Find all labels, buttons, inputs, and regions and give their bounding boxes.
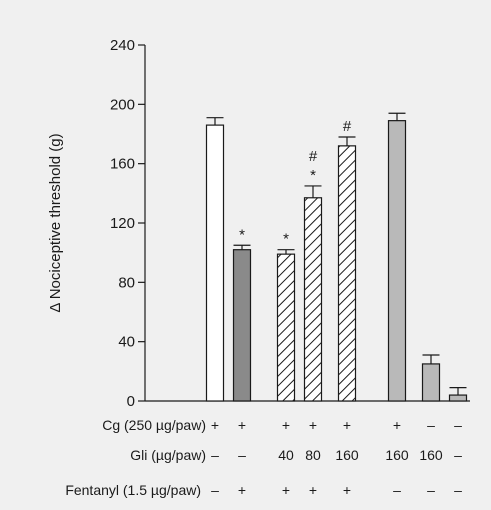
y-tick-label: 40 xyxy=(118,334,135,351)
significance-marker: # xyxy=(343,118,352,135)
bar-group xyxy=(448,387,468,402)
condition-value: – xyxy=(238,447,246,463)
bar-group: *# xyxy=(303,148,323,402)
condition-value: – xyxy=(454,417,462,433)
significance-marker: * xyxy=(310,167,316,184)
condition-value: + xyxy=(238,482,246,498)
significance-marker: * xyxy=(283,231,289,248)
condition-value: – xyxy=(454,447,462,463)
bar-group: # xyxy=(337,118,357,402)
bar-group: * xyxy=(232,226,252,402)
condition-row-label: Fentanyl (1.5 µg/paw) xyxy=(65,482,201,498)
condition-value: + xyxy=(393,417,401,433)
condition-row-label: Cg (250 µg/paw) xyxy=(102,417,206,433)
y-tick-label: 120 xyxy=(110,215,135,232)
condition-value: + xyxy=(309,417,317,433)
bar-group: * xyxy=(276,231,296,402)
condition-value: + xyxy=(343,482,351,498)
condition-value: – xyxy=(427,417,435,433)
bar xyxy=(276,253,296,402)
condition-value: – xyxy=(211,447,219,463)
y-tick-label: 200 xyxy=(110,96,135,113)
bar-group xyxy=(387,112,407,402)
condition-value: – xyxy=(211,482,219,498)
bar xyxy=(337,145,357,402)
condition-value: + xyxy=(238,417,246,433)
significance-marker: * xyxy=(239,226,245,243)
condition-value: + xyxy=(282,417,290,433)
y-tick-label: 240 xyxy=(110,37,135,54)
bar xyxy=(205,124,225,402)
bar-group xyxy=(205,117,225,402)
condition-value: + xyxy=(309,482,317,498)
bar xyxy=(387,120,407,402)
condition-value: 160 xyxy=(335,447,359,463)
condition-value: – xyxy=(393,482,401,498)
condition-row-label: Gli (µg/paw) xyxy=(130,447,206,463)
condition-value: 40 xyxy=(278,447,294,463)
condition-value: + xyxy=(282,482,290,498)
y-tick-label: 80 xyxy=(118,274,135,291)
bar xyxy=(421,363,441,402)
bar xyxy=(448,394,468,402)
condition-value: – xyxy=(454,482,462,498)
bar xyxy=(232,249,252,402)
condition-value: 160 xyxy=(385,447,409,463)
y-tick-label: 160 xyxy=(110,156,135,173)
bar xyxy=(303,197,323,402)
condition-value: – xyxy=(427,482,435,498)
significance-marker: # xyxy=(309,148,318,165)
bar-group xyxy=(421,354,441,402)
condition-value: + xyxy=(211,417,219,433)
condition-value: 160 xyxy=(419,447,443,463)
y-axis-title: Δ Nociceptive threshold (g) xyxy=(47,133,64,312)
condition-value: 80 xyxy=(305,447,321,463)
y-tick-label: 0 xyxy=(127,393,135,410)
condition-value: + xyxy=(343,417,351,433)
